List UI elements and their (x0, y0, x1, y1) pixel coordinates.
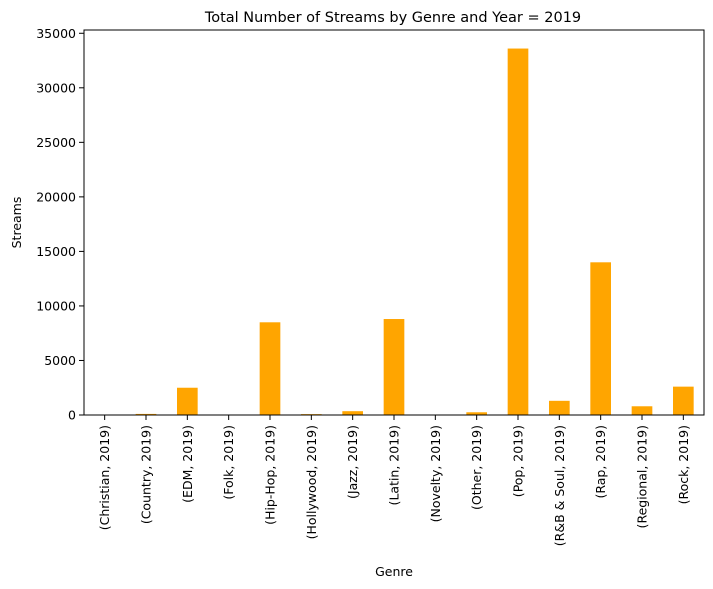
x-tick-label: (Folk, 2019) (221, 425, 236, 500)
y-tick-label: 25000 (36, 135, 76, 150)
x-axis-label: Genre (375, 564, 413, 579)
x-tick-label: (R&B & Soul, 2019) (552, 425, 567, 546)
y-tick-label: 35000 (36, 26, 76, 41)
bar (177, 387, 198, 415)
x-tick-label: (Novelty, 2019) (428, 425, 443, 522)
x-tick-label: (Rock, 2019) (676, 425, 691, 504)
x-tick-label: (Latin, 2019) (387, 425, 402, 505)
bar (507, 48, 529, 415)
x-tick-label: (Jazz, 2019) (345, 425, 360, 499)
bar (466, 412, 487, 415)
x-tick-label: (Other, 2019) (469, 425, 484, 510)
x-tick-label: (Hip-Hop, 2019) (263, 425, 278, 525)
x-axis: (Christian, 2019) (Country, 2019) (EDM, 20… (97, 415, 691, 546)
y-axis-label: Streams (9, 197, 24, 249)
y-tick-label: 30000 (36, 80, 76, 95)
y-tick-label: 10000 (36, 298, 76, 313)
y-tick-label: 20000 (36, 189, 76, 204)
bar (135, 413, 157, 415)
bar (259, 322, 281, 415)
x-tick-label: (Pop, 2019) (511, 425, 526, 497)
bar (383, 319, 405, 415)
y-tick-label: 5000 (44, 353, 76, 368)
y-tick-label: 15000 (36, 244, 76, 259)
x-tick-label: (Country, 2019) (139, 425, 154, 524)
bar (631, 406, 653, 415)
bars (94, 48, 694, 415)
x-tick-label: (Rap, 2019) (593, 425, 608, 499)
y-tick-label: 0 (68, 408, 76, 423)
bar (673, 386, 694, 415)
x-tick-label: (Christian, 2019) (97, 425, 112, 530)
x-tick-label: (Hollywood, 2019) (304, 425, 319, 539)
chart-title: Total Number of Streams by Genre and Yea… (204, 10, 581, 26)
bar (342, 411, 363, 415)
bar (590, 262, 611, 415)
x-tick-label: (EDM, 2019) (180, 425, 195, 503)
plot-frame (83, 29, 705, 416)
y-axis: 0 5000 10000 15000 20000 25000 30000 35000 (36, 26, 84, 423)
x-tick-label: (Regional, 2019) (635, 425, 650, 528)
bar (549, 400, 570, 415)
